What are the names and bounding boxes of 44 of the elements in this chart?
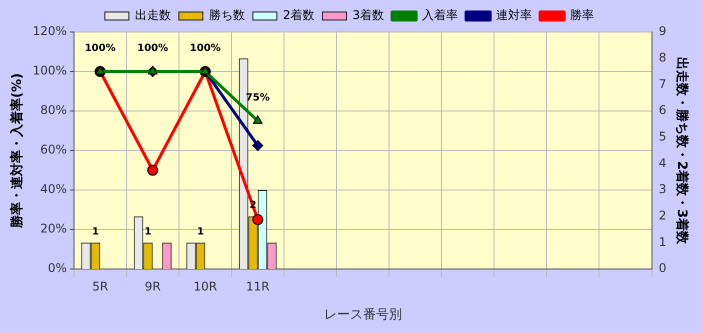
y2-tick-label: 5 [658, 129, 666, 144]
y-tick-label: 60% [40, 142, 67, 157]
data-label: 100% [137, 43, 168, 54]
y2-tick-label: 9 [658, 24, 666, 38]
y2-tick-label: 1 [658, 234, 666, 249]
legend-label: 2着数 [282, 8, 315, 22]
point [147, 164, 158, 176]
legend-label: 3着数 [352, 8, 384, 22]
point [252, 214, 264, 226]
y2-tick-label: 8 [658, 50, 666, 64]
y-axis-title: 勝率・連対率・入着率(%) [9, 73, 26, 229]
y-tick-label: 0% [48, 261, 67, 276]
legend-label: 入着率 [422, 8, 458, 22]
y2-tick-label: 6 [658, 103, 666, 118]
data-label: 100% [190, 43, 221, 54]
data-label: 1 [144, 226, 152, 238]
x-axis-title: レース番号別 [324, 308, 402, 323]
y-tick-label: 120% [32, 24, 67, 38]
y2-tick-label: 2 [658, 208, 666, 222]
y-tick-label: 20% [40, 222, 67, 236]
point [95, 66, 106, 74]
point [148, 66, 158, 74]
point [200, 66, 210, 74]
x-tick-label: 5R [92, 279, 108, 294]
data-label: 1 [92, 226, 99, 238]
point [252, 115, 263, 124]
x-tick-label: 9R [144, 279, 161, 294]
x-tick-label: 10R [193, 279, 218, 294]
legend-label: 出走数 [134, 8, 171, 22]
legend-label: 勝ち数 [208, 8, 245, 22]
data-label: 100% [84, 43, 116, 54]
x-tick-label: 11R [246, 279, 270, 294]
data-label: 1 [197, 226, 204, 238]
y2-tick-label: 0 [658, 261, 666, 276]
y-tick-label: 80% [40, 103, 67, 118]
point [252, 140, 264, 152]
y2-tick-label: 7 [658, 76, 666, 91]
legend-label: 勝率 [570, 8, 594, 22]
legend-label: 連対率 [496, 8, 532, 22]
y2-axis-title: 出走数・勝ち数・2着数・3着数 [674, 56, 690, 246]
y2-tick-label: 4 [658, 156, 666, 170]
y2-tick-label: 3 [658, 182, 666, 196]
y-tick-label: 40% [40, 182, 67, 196]
y-tick-label: 100% [32, 64, 67, 78]
